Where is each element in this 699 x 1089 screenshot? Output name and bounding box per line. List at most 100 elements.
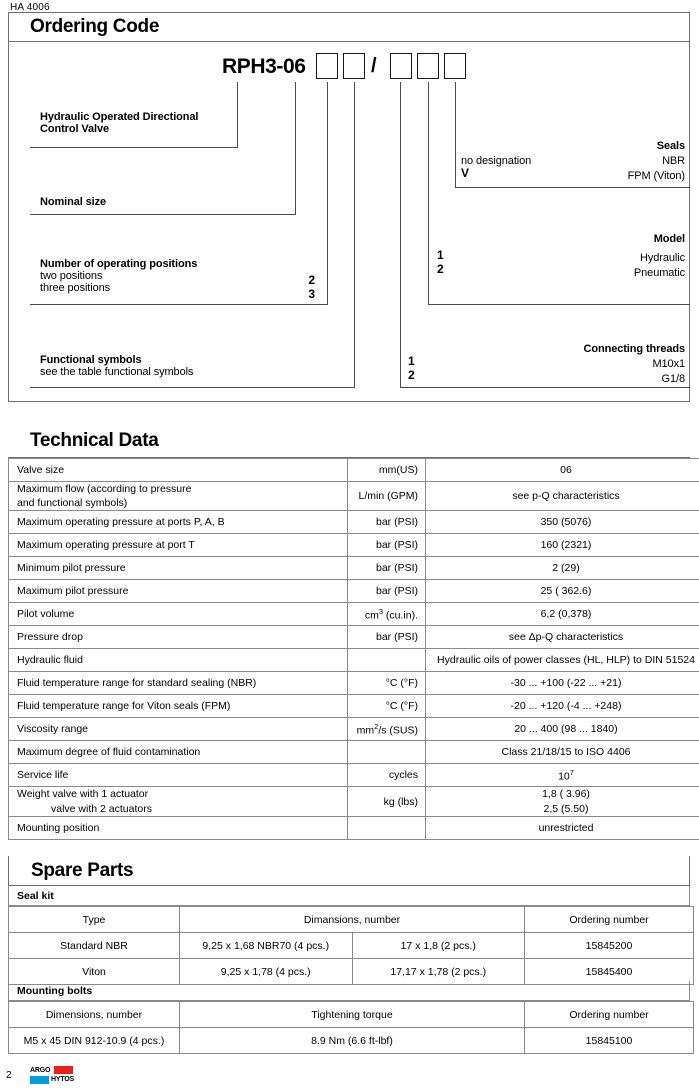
ordering-positions-row-2-code: 3	[308, 287, 315, 301]
technical-unit-cell	[347, 815, 426, 840]
ordering-block-functional-symbols-label: Functional symbols	[40, 354, 142, 366]
leader-rule-positions	[30, 304, 328, 306]
spare-parts-title-bar: Spare Parts	[8, 856, 690, 886]
technical-value-cell: 2 (29)	[425, 556, 699, 581]
seal-kit-header-dimensions: Dimansions, number	[179, 906, 525, 933]
technical-data-row: Viscosity range mm2/s (SUS) 20 ... 400 (98…	[8, 717, 699, 742]
technical-data-row: Service life cycles 107	[8, 763, 699, 788]
technical-data-row: Mounting position unrestricted	[8, 815, 699, 840]
code-box-5[interactable]	[444, 53, 466, 79]
technical-unit-cell: bar (PSI)	[347, 556, 426, 581]
technical-parameter-cell: Valve size	[8, 458, 348, 482]
technical-data-row: Hydraulic fluid Hydraulic oils of power c…	[8, 648, 699, 673]
technical-parameter-cell: Maximum degree of fluid contamination	[8, 740, 348, 765]
ordering-threads-row-2-code: 2	[408, 368, 415, 382]
logo-text-hytos: HYTOS	[51, 1076, 74, 1083]
ordering-block-nominal-size: Nominal size	[40, 196, 106, 208]
technical-data-title-bar: Technical Data	[8, 424, 690, 458]
mounting-bolts-header-ordering: Ordering number	[524, 1001, 694, 1028]
code-box-3[interactable]	[390, 53, 412, 79]
code-box-2[interactable]	[343, 53, 365, 79]
technical-parameter-cell: Fluid temperature range for standard sea…	[8, 671, 348, 696]
technical-data-row: Minimum pilot pressure bar (PSI) 2 (29)	[8, 556, 699, 581]
technical-parameter-cell: Maximum operating pressure at port T	[8, 533, 348, 558]
technical-value-cell: 06	[425, 458, 699, 482]
technical-value-cell: -20 ... +120 (-4 ... +248)	[425, 694, 699, 719]
logo-row-hytos: HYTOS	[30, 1075, 74, 1084]
seal-kit-header-type: Type	[8, 906, 180, 933]
seal-kit-dimension-a-cell: 9,25 x 1,68 NBR70 (4 pcs.)	[179, 932, 353, 959]
ordering-seals-row-1-value: NBR	[662, 155, 685, 167]
leader-rule-model	[428, 304, 690, 306]
leader-rule-connecting-threads	[400, 387, 690, 389]
mounting-bolts-ordering-number-cell: 15845100	[524, 1027, 694, 1054]
ordering-model-row-1-code: 1	[437, 248, 444, 262]
ordering-block-functional-symbols: Functional symbols see the table functio…	[40, 354, 193, 378]
code-box-4[interactable]	[417, 53, 439, 79]
technical-parameter-cell: Hydraulic fluid	[8, 648, 348, 673]
technical-unit-cell: cm3 (cu.in).	[347, 602, 426, 627]
technical-data-row: Maximum flow (according to pressure and f…	[8, 480, 699, 512]
leader-rule-nominal-size	[30, 214, 296, 216]
leader-rule-valve-type	[30, 147, 238, 149]
technical-value-cell: 1,8 ( 3.96) 2,5 (5.50)	[425, 786, 699, 817]
mounting-bolts-header-dimensions: Dimensions, number	[8, 1001, 180, 1028]
ordering-threads-row-1-value: M10x1	[652, 358, 685, 370]
ordering-code-title: Ordering Code	[30, 15, 160, 37]
seal-kit-row: Viton 9,25 x 1,78 (4 pcs.) 17,17 x 1,78 (2…	[8, 958, 694, 985]
ordering-code-title-bar: Ordering Code	[8, 12, 690, 42]
ordering-seals-row-2-code: V	[461, 166, 470, 180]
page-number: 2	[6, 1070, 12, 1081]
ordering-block-model-title: Model	[653, 233, 685, 245]
leader-line-model	[428, 82, 430, 305]
document-code: HA 4006	[10, 2, 50, 13]
logo-blue-block	[30, 1076, 49, 1084]
leader-line-functional-symbols	[354, 82, 356, 388]
technical-data-row: Fluid temperature range for standard sea…	[8, 671, 699, 696]
technical-unit-cell: L/min (GPM)	[347, 480, 426, 512]
ordering-model-row-1-value: Hydraulic	[640, 252, 685, 264]
technical-data-row: Pilot volume cm3 (cu.in). 6,2 (0,378)	[8, 602, 699, 627]
seal-kit-row: Standard NBR 9,25 x 1,68 NBR70 (4 pcs.) 17…	[8, 932, 694, 959]
ordering-block-positions: Number of operating positions two positi…	[40, 258, 197, 294]
technical-parameter-cell: Pilot volume	[8, 602, 348, 627]
leader-line-valve-type	[237, 82, 239, 148]
leader-line-nominal-size	[295, 82, 297, 215]
seal-kit-type-cell: Viton	[8, 958, 180, 985]
technical-value-cell: see Δp-Q characteristics	[425, 625, 699, 650]
technical-value-cell: 350 (5076)	[425, 510, 699, 535]
ordering-model-row-2-value: Pneumatic	[633, 267, 685, 279]
technical-unit-cell: bar (PSI)	[347, 533, 426, 558]
ordering-model-row-2-code: 2	[437, 262, 444, 276]
technical-value-cell: -30 ... +100 (-22 ... +21)	[425, 671, 699, 696]
technical-value-cell: 25 ( 362.6)	[425, 579, 699, 604]
code-slash: /	[371, 55, 377, 77]
leader-line-positions	[327, 82, 329, 305]
ordering-block-threads-title: Connecting threads	[583, 343, 686, 355]
technical-value-cell: 107	[425, 763, 699, 788]
technical-data-row: Pressure drop bar (PSI) see Δp-Q character…	[8, 625, 699, 650]
ordering-block-valve-type-line2: Control Valve	[40, 123, 109, 135]
seal-kit-dimension-a-cell: 9,25 x 1,78 (4 pcs.)	[179, 958, 353, 985]
technical-data-row: Maximum degree of fluid contamination Cla…	[8, 740, 699, 765]
technical-data-row: Maximum pilot pressure bar (PSI) 25 ( 362.…	[8, 579, 699, 604]
ordering-block-seals-title: Seals	[656, 140, 685, 152]
technical-data-title: Technical Data	[30, 429, 159, 451]
technical-parameter-cell: Minimum pilot pressure	[8, 556, 348, 581]
seal-kit-ordering-number-cell: 15845200	[524, 932, 694, 959]
technical-parameter-cell: Mounting position	[8, 815, 348, 840]
logo-red-block	[54, 1066, 73, 1074]
ordering-positions-row-2-label: three positions	[40, 282, 111, 294]
code-box-1[interactable]	[316, 53, 338, 79]
technical-value-cell: 160 (2321)	[425, 533, 699, 558]
mounting-bolts-dimension-cell: M5 x 45 DIN 912-10.9 (4 pcs.)	[8, 1027, 180, 1054]
technical-unit-cell: bar (PSI)	[347, 625, 426, 650]
mounting-bolts-row: M5 x 45 DIN 912-10.9 (4 pcs.) 8.9 Nm (6.6…	[8, 1027, 694, 1054]
technical-unit-cell: kg (lbs)	[347, 786, 426, 817]
technical-parameter-cell: Maximum pilot pressure	[8, 579, 348, 604]
technical-data-row: Maximum operating pressure at ports P, A…	[8, 510, 699, 535]
seal-kit-dimension-b-cell: 17 x 1,8 (2 pcs.)	[351, 932, 525, 959]
seal-kit-header-ordering: Ordering number	[524, 906, 694, 933]
